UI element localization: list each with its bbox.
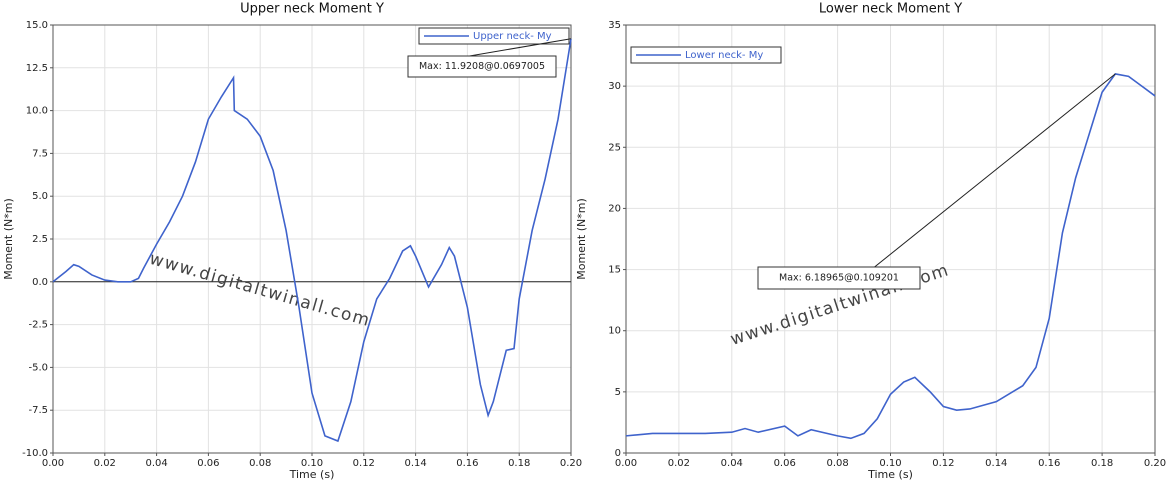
y-tick-label: 30	[608, 81, 621, 92]
y-tick-label: 12.5	[26, 63, 48, 74]
y-axis-label: Moment (N*m)	[2, 198, 15, 280]
x-tick-label: 0.16	[1038, 458, 1060, 469]
legend-label: Lower neck- My	[685, 50, 763, 61]
x-tick-label: 0.02	[94, 458, 116, 469]
y-tick-label: 10	[608, 326, 621, 337]
chart: Upper neck Moment Y-10.0-7.5-5.0-2.50.02…	[2, 2, 582, 482]
y-tick-label: -7.5	[28, 405, 48, 416]
x-tick-label: 0.12	[353, 458, 375, 469]
x-tick-label: 0.04	[721, 458, 743, 469]
x-tick-label: 0.18	[508, 458, 530, 469]
x-tick-label: 0.04	[145, 458, 167, 469]
annotation-box	[407, 55, 557, 78]
x-tick-label: 0.20	[1144, 458, 1166, 469]
y-tick-label: 0	[615, 448, 621, 459]
y-tick-label: 10.0	[26, 106, 48, 117]
x-tick-label: 0.16	[456, 458, 478, 469]
annotation-box	[757, 266, 921, 290]
annotation-leader	[846, 73, 1116, 290]
plot-frame	[625, 24, 1156, 454]
y-tick-label: 2.5	[32, 234, 48, 245]
x-tick-label: 0.20	[560, 458, 582, 469]
y-tick-label: 0.0	[32, 277, 48, 288]
legend-box	[418, 27, 570, 45]
chart: Lower neck Moment Y 0 5 10 15 20 25 30 35 0.00 0.0…	[575, 2, 1166, 482]
x-tick-label: 0.08	[249, 458, 271, 469]
y-tick-label: -5.0	[28, 362, 48, 373]
y-tick-label: 15.0	[26, 20, 48, 31]
x-tick-label: 0.18	[1091, 458, 1113, 469]
x-tick-label: 0.06	[774, 458, 796, 469]
y-tick-label: 35	[608, 20, 621, 31]
x-tick-label: 0.10	[301, 458, 323, 469]
y-tick-label: 20	[608, 203, 621, 214]
y-axis-label: Moment (N*m)	[575, 198, 588, 280]
series-line	[625, 73, 1156, 440]
legend-box	[630, 46, 782, 64]
chart-title: Upper neck Moment Y	[240, 2, 384, 17]
annotation: Max: 11.9208@0.0697005	[419, 61, 545, 72]
y-tick-label: 15	[608, 265, 621, 276]
x-tick-label: 0.14	[985, 458, 1007, 469]
x-axis-label: Time (s)	[867, 468, 913, 481]
y-tick-label: 5	[615, 387, 621, 398]
annotation: Max: 6.18965@0.109201	[779, 273, 899, 284]
x-tick-label: 0.06	[197, 458, 219, 469]
y-tick-label: -10.0	[22, 448, 48, 459]
x-tick-label: 0.12	[932, 458, 954, 469]
x-tick-label: 0.08	[826, 458, 848, 469]
y-tick-label: 25	[608, 142, 621, 153]
chart-title: Lower neck Moment Y	[819, 2, 962, 17]
series-line	[52, 38, 572, 443]
x-axis-label: Time (s)	[289, 468, 335, 481]
y-tick-label: -2.5	[28, 320, 48, 331]
x-tick-label: 0.02	[668, 458, 690, 469]
y-tick-label: 7.5	[32, 148, 48, 159]
x-tick-label: 0.00	[42, 458, 64, 469]
x-tick-label: 0.10	[879, 458, 901, 469]
y-tick-label: 5.0	[32, 191, 48, 202]
x-tick-label: 0.14	[404, 458, 426, 469]
x-tick-label: 0.00	[615, 458, 637, 469]
legend-label: Upper neck- My	[473, 31, 552, 42]
plot-frame	[52, 24, 572, 454]
